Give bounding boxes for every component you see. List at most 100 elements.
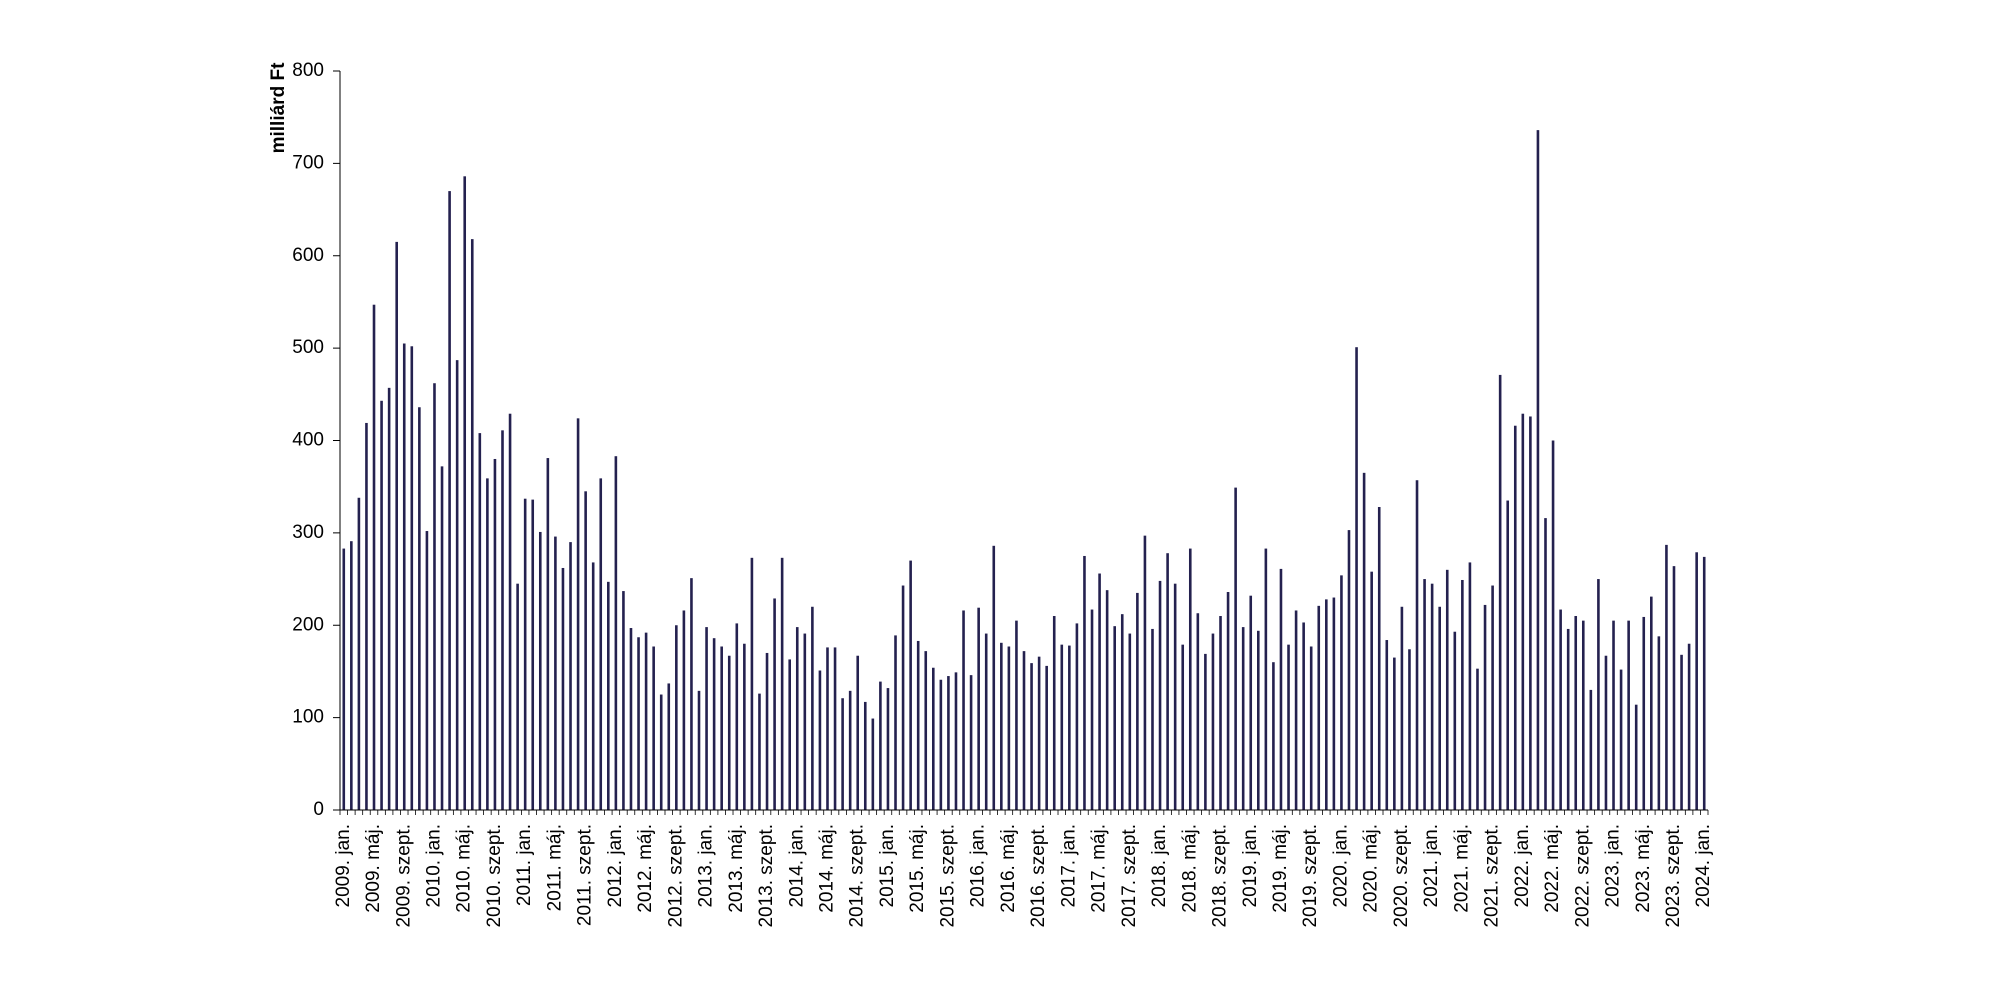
x-tick-label: 2024. jan. <box>1693 824 1714 907</box>
bar <box>440 466 444 810</box>
bar <box>448 191 451 811</box>
bar <box>1347 530 1351 810</box>
x-tick-label: 2011. jan. <box>514 824 535 906</box>
bar <box>614 456 618 810</box>
bar <box>682 610 686 810</box>
bar <box>576 418 580 810</box>
x-tick-label: 2020. jan. <box>1330 824 1351 907</box>
bar <box>1030 663 1033 810</box>
bar <box>418 407 421 810</box>
bar <box>546 458 550 810</box>
bar <box>1657 636 1661 810</box>
x-tick-label: 2009. jan. <box>333 824 354 907</box>
bar <box>1408 649 1411 810</box>
x-tick-label: 2018. máj. <box>1179 824 1200 913</box>
x-tick-label: 2021. szept. <box>1482 824 1503 928</box>
bar <box>1551 440 1555 810</box>
bar <box>1619 669 1623 810</box>
x-tick-label: 2023. jan. <box>1603 824 1624 907</box>
bar <box>932 667 935 810</box>
bar <box>455 360 459 810</box>
bar <box>1506 500 1510 810</box>
bar <box>1120 614 1124 810</box>
bar <box>1483 604 1487 810</box>
bar <box>780 557 784 810</box>
bar <box>463 176 467 810</box>
bar <box>1204 653 1207 810</box>
bar <box>1211 633 1215 810</box>
x-tick-label: 2014. szept. <box>847 824 868 928</box>
bar <box>1083 555 1086 810</box>
y-tick-label: 0 <box>313 799 324 820</box>
bar <box>667 683 671 810</box>
bar <box>486 478 489 810</box>
y-tick-label: 300 <box>292 522 324 543</box>
x-tick-label: 2014. jan. <box>786 824 807 907</box>
bar <box>871 718 875 810</box>
bar <box>561 567 565 810</box>
bar <box>1453 631 1457 810</box>
bar <box>1136 592 1139 810</box>
bar <box>1544 518 1547 810</box>
bar <box>1302 622 1305 810</box>
bar <box>901 585 905 810</box>
x-tick-label: 2019. jan. <box>1240 824 1261 907</box>
bar <box>1461 579 1464 810</box>
y-tick-label: 100 <box>292 707 324 728</box>
bar <box>1589 689 1593 810</box>
bar <box>962 610 965 810</box>
bar <box>554 536 557 810</box>
bar <box>659 694 663 810</box>
bar <box>1226 592 1230 810</box>
bar <box>1151 628 1154 810</box>
bar <box>1665 544 1668 810</box>
bar <box>538 531 542 810</box>
bar <box>947 676 950 810</box>
bar <box>342 548 346 810</box>
bar <box>1415 480 1419 810</box>
bar <box>531 499 535 810</box>
bar <box>1052 616 1056 810</box>
bar <box>629 628 633 810</box>
bar <box>387 387 391 810</box>
bar <box>1498 374 1502 810</box>
bar <box>939 679 943 810</box>
bar <box>1105 590 1109 810</box>
bar <box>909 560 912 810</box>
x-tick-label: 2016. máj. <box>998 824 1019 913</box>
bar <box>735 623 739 810</box>
bar <box>493 458 497 810</box>
bar <box>1196 613 1200 810</box>
bar <box>765 652 769 810</box>
bar <box>1309 646 1313 810</box>
bar <box>1642 616 1646 810</box>
x-tick-label: 2013. szept. <box>756 824 777 928</box>
bar <box>841 698 844 810</box>
bar <box>1325 599 1328 810</box>
bar <box>1060 644 1064 810</box>
bar <box>795 627 799 810</box>
bar <box>1430 583 1434 810</box>
x-tick-label: 2017. szept. <box>1119 824 1140 928</box>
bar <box>916 640 920 810</box>
x-tick-label: 2021. máj. <box>1451 824 1472 913</box>
bar <box>1581 620 1585 810</box>
bar <box>1687 643 1691 810</box>
x-tick-label: 2010. jan. <box>423 824 444 907</box>
y-axis-title: milliárd Ft <box>268 62 289 153</box>
bar <box>599 478 603 810</box>
x-tick-label: 2012. szept. <box>665 824 686 928</box>
x-tick-label: 2011. szept. <box>575 824 596 926</box>
bar <box>1007 646 1011 810</box>
bar <box>1015 620 1018 810</box>
x-tick-label: 2018. jan. <box>1149 824 1170 907</box>
bar <box>1597 579 1600 810</box>
bar <box>1627 620 1630 810</box>
bar <box>856 655 860 810</box>
bar <box>1377 507 1381 810</box>
bar <box>1098 573 1101 810</box>
bar <box>569 542 572 810</box>
bar <box>1400 606 1404 810</box>
x-tick-label: 2015. szept. <box>937 824 958 928</box>
bar <box>924 651 928 810</box>
